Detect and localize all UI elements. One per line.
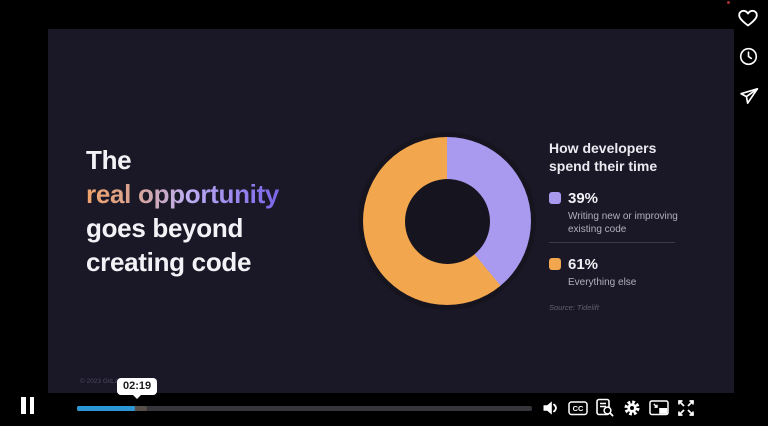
slide-title: The real opportunity goes beyond creatin…: [86, 143, 279, 279]
legend-value: 61%: [568, 256, 599, 273]
legend-description: Writing new or improving existing code: [568, 211, 678, 235]
title-line: creating code: [86, 247, 252, 277]
source-note: Source: Tidelift: [549, 303, 599, 312]
legend-item-everything-else: 61% Everything else: [549, 255, 719, 289]
player-right-controls: CC: [541, 398, 696, 418]
fullscreen-icon[interactable]: [676, 398, 696, 418]
slide-copyright: © 2023 GitLab: [80, 378, 123, 385]
captions-icon[interactable]: CC: [568, 398, 588, 418]
legend-divider: [549, 242, 675, 243]
volume-icon[interactable]: [541, 398, 561, 418]
legend-title: How developers spend their time: [549, 140, 658, 174]
legend-description: Everything else: [568, 277, 637, 288]
share-send-icon[interactable]: [738, 85, 759, 106]
legend-value: 39%: [568, 190, 599, 207]
progress-bar[interactable]: [77, 406, 532, 411]
title-line: goes beyond: [86, 213, 244, 243]
title-line: The: [86, 145, 132, 175]
donut-chart: [363, 137, 531, 305]
like-heart-icon[interactable]: [737, 8, 759, 28]
settings-icon[interactable]: [622, 398, 642, 418]
svg-text:CC: CC: [573, 404, 584, 413]
red-dot: [727, 1, 730, 4]
legend-swatch-purple: [549, 192, 561, 204]
watch-later-clock-icon[interactable]: [739, 47, 758, 66]
time-tooltip: 02:19: [117, 378, 158, 399]
pip-icon[interactable]: [649, 398, 669, 418]
transcript-icon[interactable]: [595, 398, 615, 418]
legend-item-writing-code: 39% Writing new or improving existing co…: [549, 189, 719, 236]
title-line-gradient: real opportunity: [86, 179, 280, 209]
slide: The real opportunity goes beyond creatin…: [48, 29, 734, 393]
donut-hole: [404, 178, 490, 264]
legend-swatch-orange: [549, 258, 561, 270]
pause-button[interactable]: [20, 397, 36, 415]
chart-legend: How developers spend their time 39% Writ…: [549, 139, 719, 312]
progress-fill: [77, 406, 135, 411]
